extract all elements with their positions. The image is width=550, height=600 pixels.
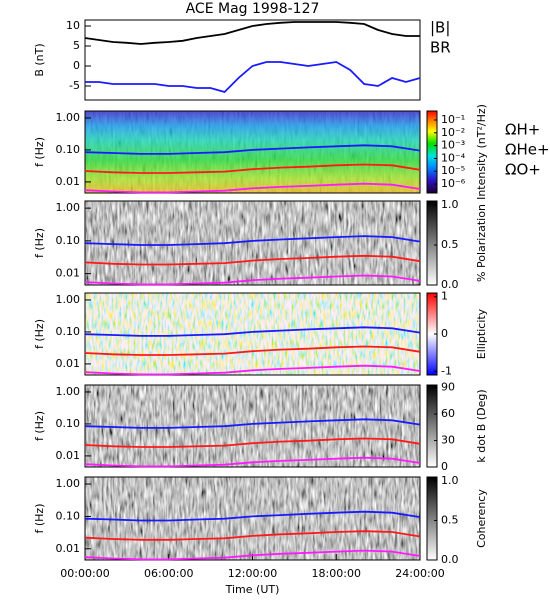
y-tick-label: 0.10: [56, 509, 81, 522]
chart-title: ACE Mag 1998-127: [186, 1, 320, 17]
colorbar-tick-label: 0: [441, 460, 448, 473]
colorbar-tick-label: 1.0: [441, 474, 459, 487]
spectrogram-image: [85, 385, 420, 467]
y-axis-label: B (nT): [33, 43, 46, 76]
series-line: [84, 326, 421, 337]
series-line: [84, 144, 421, 155]
colorbar: [426, 200, 438, 286]
spectrogram-texture: [85, 111, 420, 193]
y-tick-label: -5: [69, 79, 80, 92]
series-line: [84, 437, 421, 448]
series-line: [84, 456, 421, 468]
colorbar-tick-label: 10⁻³: [441, 139, 465, 152]
colorbar-tick-label: 1.0: [441, 198, 459, 211]
y-axis-label: f (Hz): [33, 137, 46, 167]
plot-frame: [84, 384, 421, 468]
colorbar-tick-label: 10⁻⁴: [441, 151, 466, 164]
y-tick-label: 0.01: [56, 175, 81, 188]
x-tick-label: 00:00:00: [60, 567, 109, 580]
series-line: [84, 418, 421, 429]
series-line: [85, 61, 421, 94]
colorbar-tick-label: 0.0: [441, 278, 459, 291]
colorbar: [426, 476, 438, 561]
series-line: [84, 345, 421, 356]
y-tick-label: 0.10: [56, 143, 81, 156]
legend-label: ΩHe+: [505, 141, 550, 159]
colorbar: [426, 384, 438, 468]
colorbar-tick-label: 0: [441, 327, 448, 340]
series-line: [84, 254, 421, 266]
plot-frame: [84, 200, 421, 286]
colorbar-label: Coherency: [475, 489, 488, 548]
y-tick-label: 1.00: [56, 477, 81, 490]
y-tick-label: 1.00: [56, 201, 81, 214]
y-tick-label: 0.01: [56, 267, 81, 280]
colorbar-label: k dot B (Deg): [475, 389, 488, 462]
y-axis-label: f (Hz): [33, 504, 46, 534]
colorbar-tick-label: 60: [441, 407, 455, 420]
colorbar-tick-label: 90: [441, 381, 455, 394]
colorbar-tick-label: 10⁻⁵: [441, 164, 465, 177]
colorbar-label: Ellipticity: [475, 308, 488, 359]
y-axis-label: f (Hz): [33, 319, 46, 349]
colorbar-tick-label: 30: [441, 434, 455, 447]
colorbar-label: % Polarization: [475, 204, 488, 282]
y-tick-label: 0.01: [56, 357, 81, 370]
spectrogram-image: [85, 293, 420, 375]
colorbar: [426, 110, 438, 194]
series-line: [84, 364, 421, 376]
series-line: [84, 549, 421, 561]
y-tick-label: 5: [73, 39, 80, 52]
y-tick-label: 0: [73, 59, 80, 72]
series-line: [84, 530, 421, 541]
y-tick-label: 1.00: [56, 111, 81, 124]
y-tick-label: 0.10: [56, 325, 81, 338]
legend-label: BR: [430, 39, 451, 57]
plot-frame: [84, 292, 421, 376]
legend-label: ΩH+: [505, 121, 540, 139]
x-tick-label: 06:00:00: [144, 567, 193, 580]
series-line: [84, 235, 421, 246]
series-line: [84, 163, 421, 174]
spectrogram-image: [85, 201, 420, 285]
colorbar-tick-label: 0.5: [441, 513, 459, 526]
colorbar-tick-label: 0.0: [441, 553, 459, 566]
colorbar-tick-label: -1: [441, 364, 452, 377]
y-axis-label: f (Hz): [33, 411, 46, 441]
series-line: [84, 510, 421, 522]
colorbar-tick-label: 1: [441, 290, 448, 303]
plot-frame: [84, 110, 421, 194]
y-tick-label: 10: [66, 19, 80, 32]
colorbar-tick-label: 10⁻⁶: [441, 177, 466, 190]
y-tick-label: 1.00: [56, 385, 81, 398]
y-tick-label: 1.00: [56, 293, 81, 306]
y-tick-label: 0.10: [56, 234, 81, 247]
plot-frame: [84, 19, 421, 101]
x-tick-label: 18:00:00: [312, 567, 361, 580]
series-line: [84, 182, 421, 194]
colorbar-tick-label: 10⁻¹: [441, 113, 465, 126]
x-tick-label: 24:00:00: [395, 567, 444, 580]
colorbar-tick-label: 10⁻²: [441, 126, 465, 139]
x-tick-label: 12:00:00: [228, 567, 277, 580]
y-tick-label: 0.01: [56, 449, 81, 462]
legend-label: |B|: [430, 19, 450, 37]
legend-label: ΩO+: [505, 161, 541, 179]
y-tick-label: 0.10: [56, 417, 81, 430]
y-axis-label: f (Hz): [33, 228, 46, 258]
y-tick-label: 0.01: [56, 542, 81, 555]
colorbar-label: Intensity (nT²/Hz): [475, 104, 488, 200]
series-line: [84, 21, 420, 45]
colorbar-tick-label: 0.5: [441, 238, 459, 251]
series-line: [84, 274, 421, 286]
spectrogram-image: [85, 477, 420, 560]
x-axis-label: Time (UT): [225, 583, 280, 596]
